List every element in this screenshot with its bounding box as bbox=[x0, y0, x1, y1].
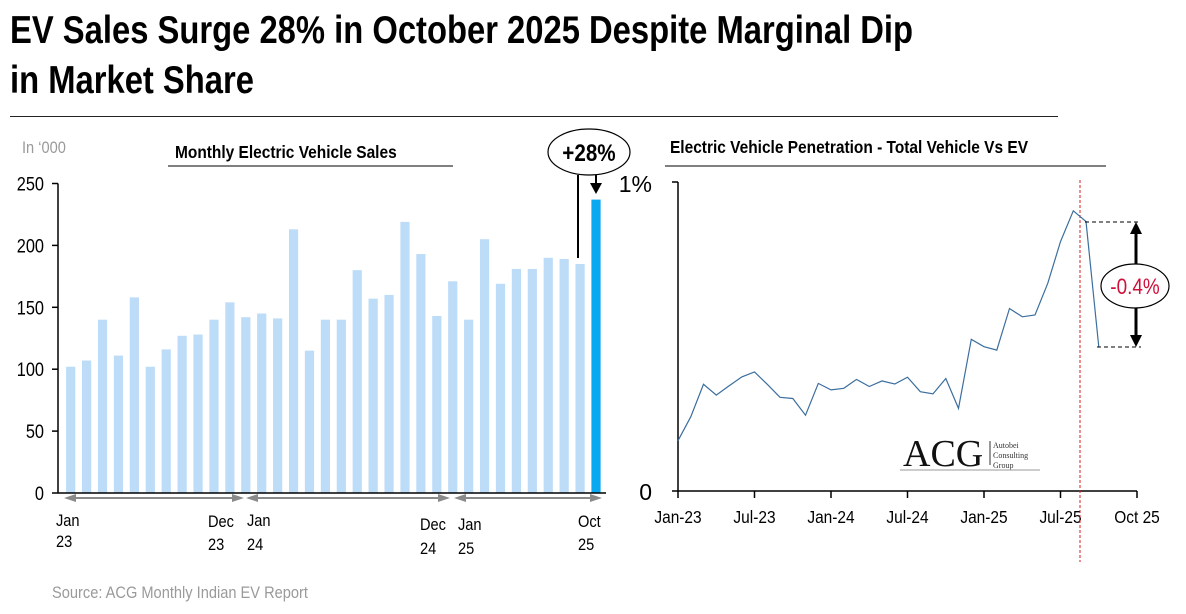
y-tick-label: 0 bbox=[35, 483, 44, 504]
line-chart-title: Electric Vehicle Penetration - Total Veh… bbox=[670, 137, 1029, 157]
bars bbox=[66, 199, 601, 494]
x-tick-label: Jul-23 bbox=[733, 507, 775, 527]
arrow-up-icon bbox=[1130, 222, 1142, 234]
bar-Jan-24 bbox=[257, 313, 267, 493]
bar-Jun-23 bbox=[145, 366, 155, 493]
bar-May-23 bbox=[129, 297, 139, 493]
bar-Feb-23 bbox=[82, 360, 92, 493]
bar-Oct-24 bbox=[400, 221, 410, 494]
x-tick-label: Jan-25 bbox=[960, 507, 1007, 527]
logo-text-line: Consulting bbox=[993, 451, 1028, 460]
bar-Oct-25 bbox=[591, 199, 601, 493]
x-label-top: Jan bbox=[458, 516, 482, 534]
bar-y-axis: 0 50 100 150 200 250 bbox=[17, 173, 59, 504]
growth-annotation: +28% bbox=[547, 128, 631, 258]
x-label-bottom: 25 bbox=[458, 540, 474, 558]
bar-Feb-24 bbox=[273, 318, 283, 493]
x-label-bottom: 25 bbox=[578, 536, 594, 554]
bar-May-25 bbox=[511, 268, 522, 493]
headline-line-1: EV Sales Surge 28% in October 2025 Despi… bbox=[10, 9, 914, 52]
arrow-down-icon bbox=[590, 183, 602, 194]
year-span-arrows bbox=[64, 494, 602, 502]
y-tick-label: 50 bbox=[26, 421, 44, 442]
x-tick-label: Oct 25 bbox=[1114, 507, 1160, 527]
x-label-top: Dec bbox=[208, 513, 234, 531]
x-label-top: Oct bbox=[578, 513, 601, 531]
bar-Jul-25 bbox=[543, 257, 553, 493]
bar-Mar-24 bbox=[288, 229, 299, 493]
logo-text-line: Autobei bbox=[993, 441, 1020, 450]
x-tick-label: Jan-24 bbox=[807, 507, 854, 527]
x-label-top: Jan bbox=[56, 512, 80, 530]
arrowhead-icon bbox=[232, 494, 244, 502]
x-label-top: Jan bbox=[247, 512, 271, 530]
bar-chart: In ‘000 Monthly Electric Vehicle Sales 0… bbox=[17, 128, 631, 558]
bar-Apr-25 bbox=[495, 283, 506, 493]
x-label-bottom: 24 bbox=[420, 540, 436, 558]
bar-Mar-23 bbox=[97, 319, 108, 493]
logo-text-line: Group bbox=[993, 461, 1013, 470]
unit-label: In ‘000 bbox=[22, 139, 66, 157]
arrowhead-icon bbox=[454, 494, 466, 502]
bar-Aug-25 bbox=[559, 259, 569, 493]
line-chart: Electric Vehicle Penetration - Total Veh… bbox=[619, 137, 1170, 562]
bar-Nov-23 bbox=[225, 302, 235, 493]
source-note: Source: ACG Monthly Indian EV Report bbox=[52, 583, 308, 602]
headline: EV Sales Surge 28% in October 2025 Despi… bbox=[10, 6, 913, 106]
bar-Feb-25 bbox=[464, 319, 474, 493]
dip-callout-ellipse bbox=[1100, 263, 1170, 309]
bar-Oct-23 bbox=[209, 319, 219, 493]
bar-Sep-25 bbox=[575, 263, 585, 493]
acg-logo: ACG Autobei Consulting Group bbox=[900, 433, 1040, 475]
logo-mark: ACG bbox=[903, 433, 983, 475]
bar-chart-title: Monthly Electric Vehicle Sales bbox=[175, 142, 397, 162]
bar-May-24 bbox=[320, 319, 330, 493]
x-label-top: Dec bbox=[420, 516, 446, 534]
bar-Jan-23 bbox=[66, 366, 76, 493]
arrow-down-icon bbox=[1130, 335, 1142, 347]
arrowhead-icon bbox=[438, 494, 450, 502]
x-tick-label: Jul-24 bbox=[886, 507, 928, 527]
x-label-bottom: 24 bbox=[247, 536, 263, 554]
bar-Nov-24 bbox=[416, 254, 426, 493]
bar-Jul-24 bbox=[352, 270, 362, 493]
bar-Jan-25 bbox=[448, 281, 458, 493]
bar-Dec-23 bbox=[241, 317, 251, 493]
bar-Sep-23 bbox=[193, 334, 203, 493]
y-tick-label-top: 1% bbox=[619, 171, 652, 197]
y-tick-label: 200 bbox=[17, 235, 44, 256]
x-tick-label: Jul-25 bbox=[1039, 507, 1081, 527]
bar-Sep-24 bbox=[384, 294, 394, 493]
headline-divider bbox=[10, 116, 1058, 117]
bar-Aug-23 bbox=[177, 335, 187, 493]
x-label-bottom: 23 bbox=[56, 533, 72, 551]
bar-Apr-23 bbox=[113, 355, 124, 493]
y-tick-label: 250 bbox=[17, 173, 44, 194]
bar-Aug-24 bbox=[368, 298, 378, 493]
arrowhead-icon bbox=[64, 494, 76, 502]
penetration-line bbox=[677, 209, 1100, 441]
dip-annotation: -0.4% bbox=[1085, 221, 1170, 348]
line-series bbox=[677, 209, 1100, 441]
growth-label: +28% bbox=[562, 140, 615, 167]
bar-Jun-25 bbox=[527, 268, 537, 493]
arrowhead-icon bbox=[590, 494, 602, 502]
bar-Jun-24 bbox=[336, 319, 346, 493]
bar-Mar-25 bbox=[479, 239, 490, 493]
x-tick-label: Jan-23 bbox=[654, 507, 701, 527]
y-tick-label: 100 bbox=[17, 359, 44, 380]
y-tick-label: 150 bbox=[17, 297, 44, 318]
bar-x-labels: Jan 23 Dec 23 Jan 24 Dec 24 Jan 25 Oct 25 bbox=[56, 512, 601, 558]
headline-line-2: in Market Share bbox=[10, 59, 254, 102]
bar-Dec-24 bbox=[432, 315, 442, 493]
line-x-ticks: Jan-23 Jul-23 Jan-24 Jul-24 Jan-25 Jul-25 Oct … bbox=[654, 491, 1160, 527]
growth-callout-ellipse bbox=[547, 128, 631, 176]
bar-Jul-23 bbox=[161, 349, 171, 493]
dip-label: -0.4% bbox=[1110, 275, 1159, 300]
bar-Apr-24 bbox=[304, 350, 315, 493]
x-label-bottom: 23 bbox=[208, 536, 224, 554]
arrowhead-icon bbox=[246, 494, 258, 502]
y-tick-label-zero: 0 bbox=[639, 479, 652, 505]
